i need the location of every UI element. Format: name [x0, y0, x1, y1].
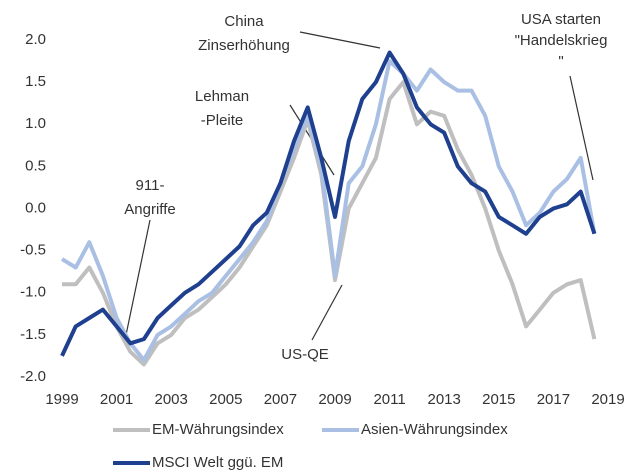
y-tick-label: 1.5: [25, 73, 46, 90]
legend-label: Asien-Währungsindex: [361, 421, 508, 438]
annotation: US-QE: [281, 346, 329, 363]
annotation-arrow: [125, 219, 151, 336]
x-tick-label: 1999: [45, 391, 78, 408]
annotation: USA starten: [521, 11, 601, 28]
annotation: Angriffe: [124, 201, 175, 218]
legend-label: EM-Währungsindex: [152, 421, 284, 438]
annotation: China: [224, 13, 264, 30]
annotation: ": [558, 53, 563, 70]
annotation-arrow: [311, 284, 343, 341]
x-tick-label: 2017: [537, 391, 570, 408]
y-tick-label: 0.5: [25, 157, 46, 174]
annotation: -Pleite: [201, 112, 244, 129]
annotation-arrows: [125, 31, 594, 341]
x-tick-label: 2015: [482, 391, 515, 408]
y-tick-label: -0.5: [20, 242, 46, 259]
y-tick-label: 1.0: [25, 115, 46, 132]
y-tick-label: -1.0: [20, 284, 46, 301]
y-tick-label: 0.0: [25, 199, 46, 216]
legend-label: MSCI Welt ggü. EM: [152, 454, 283, 471]
x-tick-label: 2003: [155, 391, 188, 408]
x-tick-label: 2019: [591, 391, 624, 408]
x-tick-label: 2009: [318, 391, 351, 408]
y-tick-label: -2.0: [20, 368, 46, 385]
x-tick-label: 2001: [100, 391, 133, 408]
x-tick-label: 2013: [428, 391, 461, 408]
y-tick-label: -1.5: [20, 326, 46, 343]
annotation-arrow: [569, 75, 594, 181]
x-tick-label: 2005: [209, 391, 242, 408]
annotation: 911-: [136, 177, 165, 194]
x-tick-label: 2011: [373, 391, 405, 408]
line-series: [60, 59, 597, 363]
y-tick-label: 2.0: [25, 31, 46, 48]
line-series: [60, 50, 597, 357]
annotation: "Handelskrieg: [515, 32, 608, 49]
annotation: Lehman: [195, 88, 249, 105]
annotation: Zinserhöhung: [198, 37, 290, 54]
annotation-arrow: [299, 31, 381, 49]
x-tick-label: 2007: [264, 391, 297, 408]
